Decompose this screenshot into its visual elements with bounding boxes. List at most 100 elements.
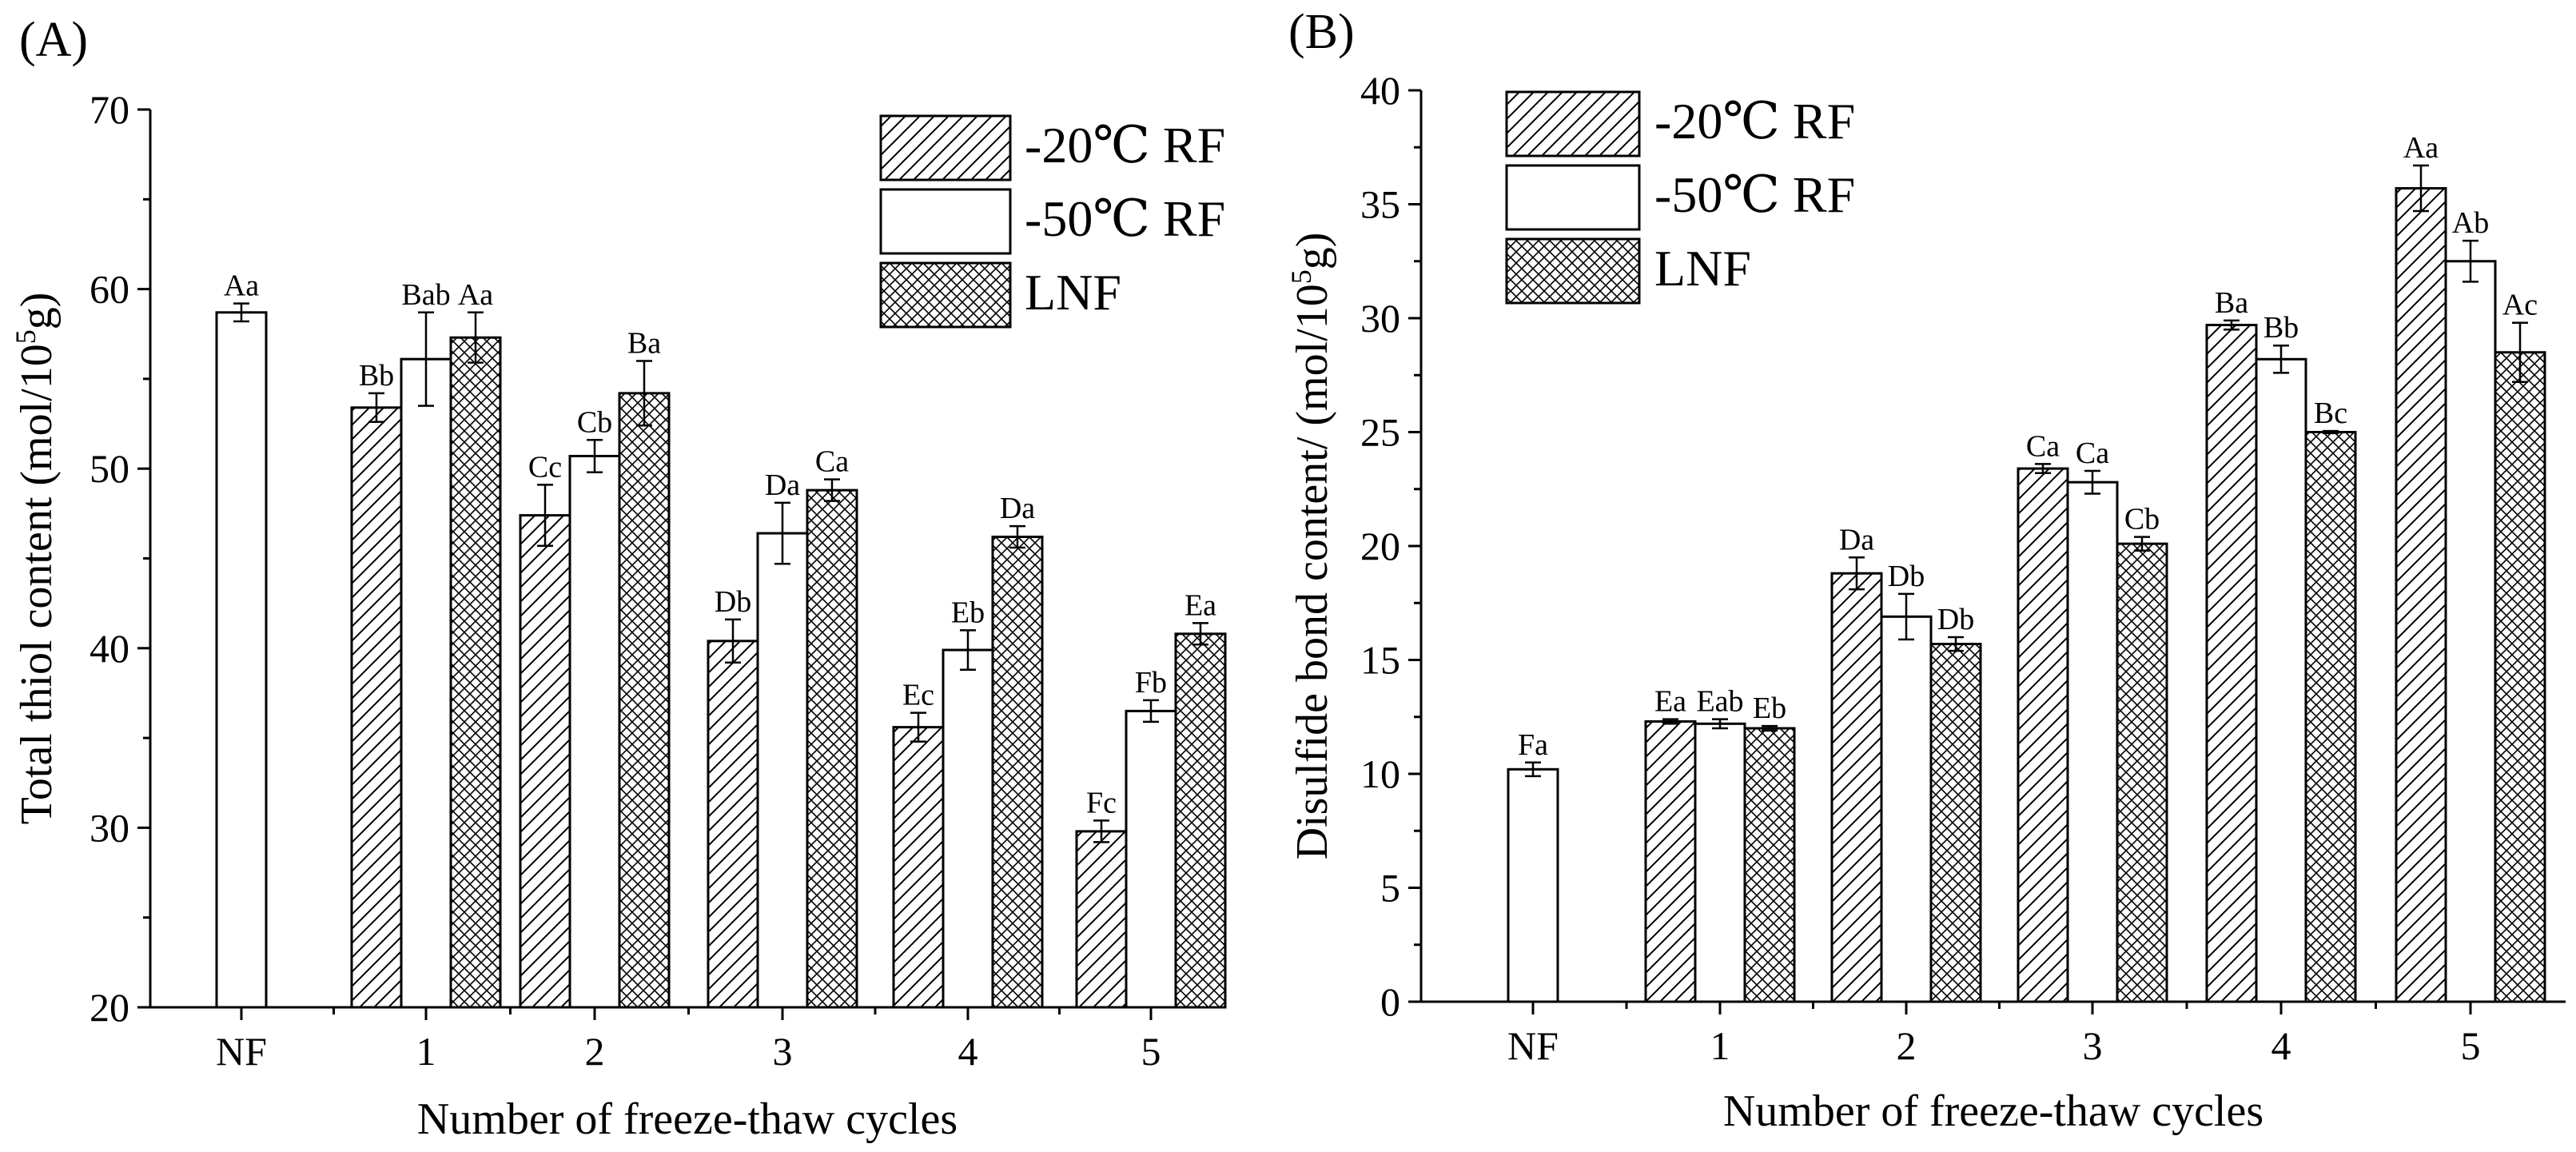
- x-axis-title: Number of freeze-thaw cycles: [1723, 1086, 2263, 1136]
- y-tick-label: 30: [90, 805, 129, 850]
- legend-label: -20℃ RF: [1654, 93, 1855, 149]
- x-tick-label: 4: [2271, 1023, 2291, 1068]
- bar-label: Ea: [1184, 588, 1216, 622]
- bar-label: Cb: [577, 405, 612, 439]
- y-tick-label: 0: [1380, 979, 1400, 1024]
- bar: [991, 536, 1044, 1009]
- bar: [1743, 727, 1796, 1003]
- panel-label: (A): [19, 13, 88, 67]
- bar: [1694, 722, 1746, 1003]
- y-tick-label: 25: [1360, 410, 1400, 455]
- bar: [756, 532, 809, 1009]
- bar-label: Ca: [2076, 436, 2109, 470]
- bar: [1830, 572, 1883, 1003]
- bar-label: Bb: [2263, 311, 2299, 345]
- x-tick-label: 1: [1710, 1023, 1730, 1068]
- x-tick-label: 1: [416, 1029, 436, 1074]
- legend-swatch: [1505, 90, 1641, 157]
- y-axis-title-main: Disulfide bond content/ (mol/10: [1288, 284, 1337, 859]
- bar-label: Aa: [2403, 131, 2439, 165]
- bar-label: Da: [1839, 523, 1874, 556]
- bar-label: Db: [1937, 603, 1974, 636]
- legend-swatch: [1505, 237, 1641, 305]
- bar-label: Ba: [2215, 286, 2248, 320]
- x-tick-label: 2: [1897, 1023, 1917, 1068]
- bar-label: Fb: [1135, 666, 1167, 700]
- bar: [1507, 767, 1559, 1003]
- bar: [519, 514, 571, 1009]
- bar: [1174, 632, 1227, 1009]
- bar: [2395, 187, 2447, 1003]
- bar-label: Ca: [815, 445, 849, 479]
- x-tick-label: 5: [2461, 1023, 2481, 1068]
- y-tick-label: 10: [1360, 751, 1400, 796]
- y-tick-label: 70: [90, 87, 129, 132]
- bar-label: Bc: [2314, 397, 2347, 430]
- legend-label: LNF: [1654, 240, 1751, 297]
- bar: [1075, 830, 1128, 1009]
- y-axis-title-unit: g): [12, 293, 62, 330]
- bar: [1125, 709, 1177, 1009]
- x-tick-label: 4: [958, 1029, 978, 1074]
- legend-swatch: [879, 188, 1012, 255]
- bar: [1644, 720, 1697, 1003]
- bar: [707, 640, 759, 1009]
- y-tick-label: 35: [1360, 182, 1400, 227]
- bar: [2017, 467, 2069, 1003]
- legend-swatch: [879, 261, 1012, 329]
- y-tick-label: 40: [1360, 68, 1400, 113]
- bar-label: Cb: [2124, 503, 2160, 536]
- bar: [215, 311, 268, 1009]
- y-tick-label: 50: [90, 446, 129, 491]
- bar-label: Ac: [2502, 289, 2538, 322]
- legend-label: LNF: [1025, 264, 1121, 321]
- x-tick-label: NF: [1507, 1023, 1559, 1068]
- x-tick-label: 5: [1141, 1029, 1161, 1074]
- panel-b-chart: (B) 0 5 10 15 20 25 30 35 40 NF 1 2 3 4 5 Number of free…: [1285, 5, 2566, 1136]
- y-axis-title-unit: g): [1288, 233, 1337, 270]
- bar: [892, 726, 945, 1009]
- bar-label: Ab: [2452, 206, 2489, 240]
- y-axis-title: Disulfide bond content/ (mol/105g): [1285, 233, 1337, 860]
- y-tick-label: 5: [1380, 866, 1400, 911]
- legend-swatch: [1505, 164, 1641, 231]
- bar-label: Bb: [359, 359, 394, 393]
- bar: [449, 336, 502, 1009]
- legend-label: -50℃ RF: [1654, 166, 1855, 223]
- bar: [942, 648, 994, 1009]
- bar: [2255, 357, 2307, 1003]
- bar: [2494, 351, 2546, 1003]
- bar-label: Aa: [458, 278, 493, 312]
- bar-label: Ec: [902, 679, 934, 712]
- bar-label: Eb: [951, 596, 985, 629]
- x-tick-label: 3: [773, 1029, 793, 1074]
- bar-label: Eb: [1753, 692, 1786, 725]
- bar-label: Da: [1000, 492, 1035, 525]
- legend-label: -20℃ RF: [1025, 117, 1225, 173]
- y-tick-label: 40: [90, 626, 129, 671]
- bar-label: Db: [715, 585, 751, 619]
- y-axis-title-main: Total thiol content (mol/10: [12, 344, 62, 824]
- bar-label: Db: [1888, 560, 1925, 593]
- bar-label: Cc: [528, 450, 562, 484]
- bar: [2205, 324, 2258, 1003]
- bar: [2444, 260, 2497, 1003]
- bar-label: Fc: [1086, 786, 1117, 819]
- bar: [806, 488, 858, 1009]
- x-tick-label: NF: [216, 1029, 267, 1074]
- bar-label: Ba: [627, 326, 661, 360]
- y-tick-label: 60: [90, 267, 129, 312]
- bar-label: Bab: [401, 278, 450, 312]
- bar: [618, 392, 671, 1009]
- bar-label: Fa: [1518, 728, 1548, 762]
- x-axis-title: Number of freeze-thaw cycles: [417, 1094, 958, 1144]
- bar: [568, 454, 621, 1009]
- bar-label: Da: [765, 468, 800, 502]
- bar: [1880, 615, 1933, 1003]
- bar-label: Ea: [1654, 685, 1686, 719]
- x-tick-label: 3: [2083, 1023, 2103, 1068]
- legend-swatch: [879, 114, 1012, 181]
- bar-label: Aa: [224, 269, 259, 303]
- bar: [350, 406, 403, 1009]
